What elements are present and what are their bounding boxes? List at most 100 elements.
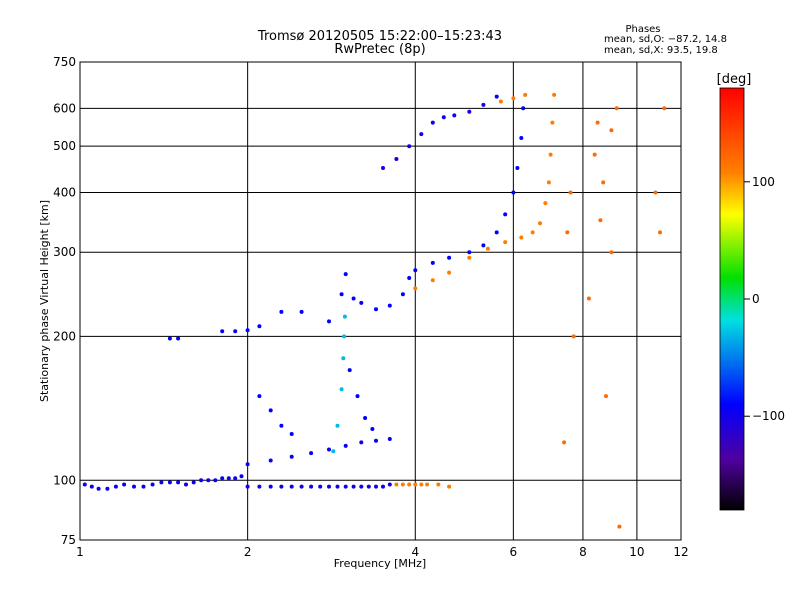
- data-point: [447, 270, 452, 275]
- data-point: [436, 482, 441, 487]
- data-point: [289, 454, 294, 459]
- colorbar-tick-label: −100: [752, 409, 785, 423]
- data-point: [359, 300, 364, 305]
- data-point: [268, 408, 273, 413]
- data-point: [374, 484, 378, 489]
- data-point: [387, 482, 392, 487]
- data-point: [658, 230, 662, 235]
- x-tick-label: 2: [244, 545, 252, 559]
- data-point: [498, 99, 503, 104]
- data-point: [167, 480, 172, 485]
- data-point: [595, 120, 600, 125]
- y-tick-label: 200: [53, 329, 76, 343]
- y-tick-label: 300: [53, 245, 76, 259]
- data-point: [447, 255, 452, 260]
- data-point: [419, 132, 424, 137]
- y-axis-label: Stationary phase Virtual Height [km]: [38, 200, 51, 402]
- phases-title: Phases: [625, 24, 660, 35]
- data-point: [511, 96, 516, 101]
- data-point: [268, 484, 273, 489]
- data-point: [543, 201, 548, 206]
- data-point: [199, 478, 204, 483]
- data-point: [400, 292, 405, 297]
- data-point: [467, 109, 472, 114]
- data-point: [279, 309, 284, 314]
- data-point: [339, 387, 344, 392]
- data-point: [511, 190, 516, 195]
- data-point: [407, 482, 412, 487]
- data-point: [257, 394, 262, 399]
- data-point: [407, 144, 412, 149]
- data-point: [662, 106, 667, 111]
- data-point: [614, 106, 619, 111]
- data-point: [339, 292, 344, 297]
- data-point: [343, 484, 348, 489]
- chart-title: Tromsø 20120505 15:22:00–15:23:43: [257, 29, 502, 44]
- data-point: [485, 246, 490, 251]
- data-point: [245, 462, 250, 467]
- data-point: [335, 484, 340, 489]
- data-point: [327, 319, 331, 324]
- x-tick-label: 1: [76, 545, 84, 559]
- data-point: [370, 427, 375, 431]
- data-point: [113, 484, 118, 489]
- y-tick-label: 75: [61, 533, 76, 547]
- data-point: [343, 272, 348, 277]
- data-point: [519, 235, 524, 240]
- data-point: [568, 190, 573, 195]
- data-point: [381, 484, 385, 489]
- data-point: [141, 484, 146, 489]
- data-point: [279, 484, 284, 489]
- data-point: [331, 449, 336, 454]
- data-point: [425, 482, 430, 487]
- data-point: [381, 166, 385, 170]
- data-point: [546, 180, 551, 185]
- chart-subtitle: RwPretec (8p): [334, 42, 425, 57]
- y-tick-label: 400: [53, 185, 76, 199]
- data-point: [351, 484, 356, 489]
- data-point: [309, 451, 314, 456]
- data-point: [226, 476, 231, 481]
- data-point: [347, 368, 352, 373]
- data-point: [245, 484, 250, 489]
- data-point: [523, 92, 528, 97]
- x-tick-label: 4: [411, 545, 419, 559]
- data-point: [467, 255, 472, 260]
- x-axis-label: Frequency [MHz]: [334, 557, 426, 570]
- data-point: [176, 336, 181, 341]
- data-point: [327, 484, 331, 489]
- data-point: [239, 474, 244, 479]
- data-point: [548, 152, 553, 157]
- data-point: [552, 92, 557, 97]
- data-point: [430, 260, 435, 265]
- data-point: [220, 329, 225, 334]
- data-point: [359, 484, 364, 489]
- data-point: [374, 438, 378, 443]
- data-point: [213, 478, 218, 483]
- data-point: [571, 334, 576, 339]
- data-point: [89, 484, 94, 489]
- data-point: [257, 324, 262, 329]
- y-axis: 75 100 200 300 400 500 600 750: [53, 55, 76, 547]
- data-point: [82, 482, 87, 487]
- data-point: [309, 484, 314, 489]
- data-point: [289, 432, 294, 436]
- data-point: [257, 484, 262, 489]
- data-point: [494, 94, 499, 99]
- data-point: [335, 423, 340, 428]
- data-point: [441, 115, 446, 120]
- data-point: [220, 476, 225, 481]
- x-tick-label: 12: [673, 545, 688, 559]
- data-point: [598, 218, 603, 223]
- data-point: [530, 230, 535, 235]
- data-point: [176, 480, 181, 485]
- data-point: [519, 136, 524, 140]
- data-point: [279, 423, 284, 428]
- data-point: [592, 152, 597, 157]
- data-point: [150, 482, 155, 487]
- data-point: [430, 120, 435, 125]
- data-point: [604, 394, 608, 399]
- data-point: [206, 478, 211, 483]
